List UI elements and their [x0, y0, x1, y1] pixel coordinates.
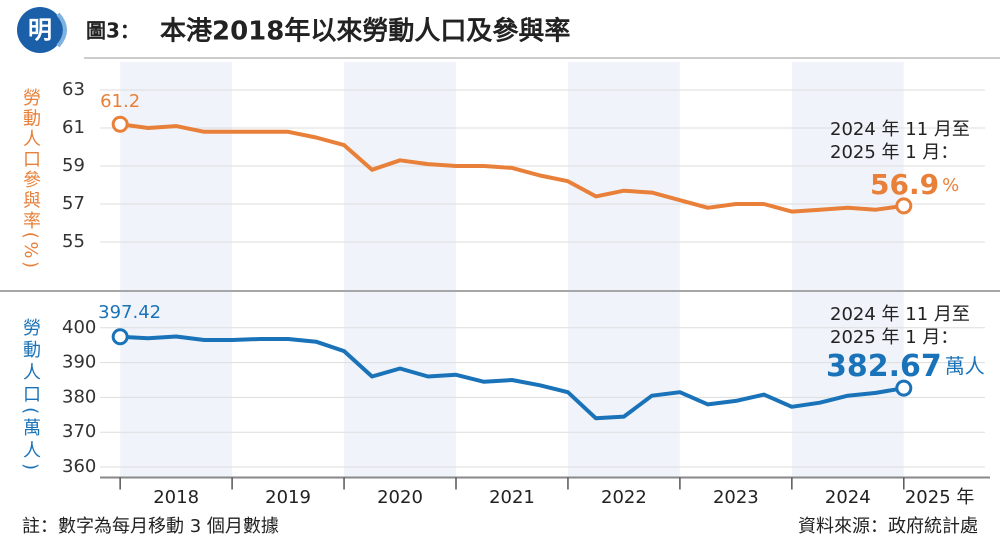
data-line — [120, 334, 905, 421]
x-tick-label: 2025 年 — [905, 487, 975, 508]
end-value: 56.9 — [870, 168, 939, 201]
y-tick-label: 400 — [62, 317, 96, 338]
year-band — [120, 292, 233, 478]
x-tick-label: 2019 — [265, 487, 311, 508]
end-value-label: 56.9% — [870, 168, 959, 201]
y-tick-label: 370 — [62, 421, 96, 442]
end-value-label: 382.67 萬人 — [826, 349, 985, 384]
year-band — [567, 62, 680, 290]
x-tick-label: 2023 — [713, 487, 759, 508]
y-tick-label: 380 — [62, 386, 96, 407]
y-tick-label: 390 — [62, 352, 96, 373]
endpoint-marker — [895, 379, 913, 397]
logo: 明 — [28, 16, 52, 44]
figure-number: 圖3： — [86, 19, 140, 43]
year-band — [791, 62, 904, 290]
y-tick-label: 61 — [62, 117, 85, 138]
year-band — [567, 292, 680, 478]
endpoint-marker — [895, 197, 913, 215]
y-axis-title: 勞動人口(萬人) — [20, 318, 41, 470]
end-value-unit: 萬人 — [945, 354, 985, 378]
logo-badge — [17, 7, 63, 53]
x-tick-label: 2024 — [825, 487, 871, 508]
y-tick-label: 360 — [62, 456, 96, 477]
end-value: 382.67 — [826, 349, 942, 384]
endpoint-marker — [111, 115, 129, 133]
annotation: 2025 年 1 月： — [830, 142, 958, 163]
year-band — [120, 62, 233, 290]
data-line — [119, 122, 905, 214]
x-tick-label: 2018 — [153, 487, 199, 508]
year-band — [791, 292, 904, 478]
y-tick-label: 59 — [62, 155, 85, 176]
annotation: 2024 年 11 月至 — [830, 304, 970, 325]
footnote: 註：數字為每月移動 3 個月數據 — [22, 516, 279, 537]
endpoint-marker — [111, 328, 129, 346]
year-band — [344, 292, 456, 478]
y-axis-title: 勞動人口參與率(%) — [20, 88, 41, 268]
x-tick-label: 2020 — [377, 487, 423, 508]
start-value-label: 397.42 — [98, 302, 161, 323]
start-value-label: 61.2 — [100, 91, 140, 112]
y-tick-label: 55 — [62, 231, 85, 252]
y-tick-label: 57 — [62, 193, 85, 214]
y-tick-label: 63 — [62, 79, 85, 100]
annotation: 2024 年 11 月至 — [830, 119, 970, 140]
x-tick-label: 2021 — [489, 487, 535, 508]
end-value-unit: % — [942, 175, 959, 196]
annotation: 2025 年 1 月： — [830, 327, 958, 348]
x-tick-label: 2022 — [601, 487, 647, 508]
chart-title: 本港2018年以來勞動人口及參與率 — [160, 16, 570, 47]
year-band — [344, 62, 456, 290]
logo-swoosh — [56, 12, 67, 48]
source: 資料來源：政府統計處 — [798, 516, 978, 537]
